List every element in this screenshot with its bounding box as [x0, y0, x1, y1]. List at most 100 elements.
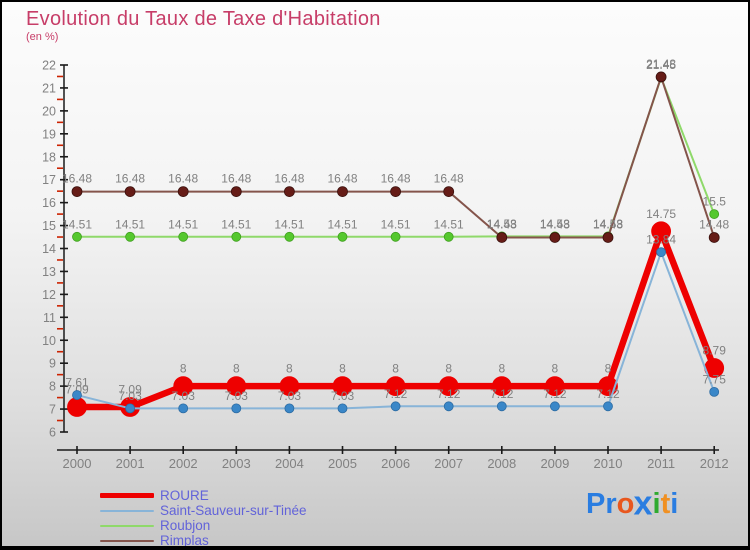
- data-label-saint-sauveur-sur-tin-e: 7.61: [65, 376, 89, 390]
- svg-text:2000: 2000: [63, 456, 92, 471]
- data-label-saint-sauveur-sur-tin-e: 13.84: [646, 233, 676, 247]
- data-label-roubjon: 14.53: [593, 217, 623, 231]
- data-point-rimplas: [496, 232, 508, 243]
- series-roure: [67, 221, 725, 417]
- data-label-roubjon: 15.5: [703, 195, 727, 209]
- data-point-rimplas: [655, 71, 667, 83]
- series-saint-sauveur-sur-tin-e: [72, 247, 720, 414]
- data-point-roure: [279, 376, 300, 397]
- data-point-rimplas: [443, 186, 455, 198]
- data-point-roubjon: [231, 231, 242, 242]
- legend-item-roubjon: Roubjon: [100, 518, 307, 533]
- svg-text:2004: 2004: [275, 456, 304, 471]
- data-label-saint-sauveur-sur-tin-e: 7.75: [703, 372, 727, 386]
- data-label-rimplas: 14.48: [699, 217, 729, 231]
- logo-letter: P: [586, 488, 606, 520]
- data-point-saint-sauveur-sur-tin-e: [284, 403, 295, 414]
- legend-label: Roubjon: [160, 517, 211, 533]
- data-point-roubjon: [443, 231, 454, 242]
- data-label-roure: 8: [445, 362, 452, 376]
- data-label-rimplas: 14.48: [487, 217, 517, 231]
- data-label-roure: 7.09: [118, 382, 142, 396]
- page-title: Evolution du Taux de Taxe d'Habitation: [26, 8, 381, 30]
- data-label-roure: 8: [605, 362, 612, 376]
- data-label-rimplas: 16.48: [381, 172, 411, 186]
- data-label-rimplas: 14.48: [540, 217, 570, 231]
- legend-swatch-saint-sauveur-sur-tinee: [100, 509, 154, 512]
- data-label-saint-sauveur-sur-tin-e: 7.03: [331, 389, 355, 403]
- data-label-roubjon: 14.51: [434, 217, 464, 231]
- svg-text:2012: 2012: [700, 456, 729, 471]
- data-point-rimplas: [283, 186, 295, 198]
- series-rimplas: [71, 71, 720, 243]
- data-label-saint-sauveur-sur-tin-e: 7.03: [225, 389, 249, 403]
- data-point-saint-sauveur-sur-tin-e: [603, 401, 613, 412]
- page-subtitle: (en %): [26, 31, 59, 43]
- data-label-roubjon: 14.51: [168, 217, 198, 231]
- logo-letter: r: [605, 488, 617, 520]
- data-point-saint-sauveur-sur-tin-e: [656, 247, 666, 258]
- data-point-roure: [491, 376, 512, 397]
- legend-swatch-roubjon: [100, 524, 154, 527]
- series-labels-roure: 7.09 7.09 8 8 8 8 8 8 8 8 8 14.75 8.79: [65, 207, 726, 397]
- data-label-roubjon: 14.51: [115, 217, 145, 231]
- data-point-roure: [545, 376, 565, 397]
- svg-text:2009: 2009: [540, 456, 569, 471]
- svg-text:19: 19: [42, 127, 56, 141]
- data-point-saint-sauveur-sur-tin-e: [390, 401, 401, 412]
- data-label-saint-sauveur-sur-tin-e: 7.03: [118, 389, 142, 403]
- svg-text:2001: 2001: [116, 456, 145, 471]
- series-labels-rimplas: 16.48 16.48 16.48 16.48 16.48 16.48 16.48 16.48…: [62, 57, 730, 232]
- data-point-rimplas: [602, 232, 614, 243]
- data-point-roubjon: [709, 209, 720, 219]
- data-point-roure: [332, 376, 353, 397]
- data-point-roubjon: [178, 231, 189, 242]
- data-label-roubjon: 14.51: [274, 217, 304, 231]
- svg-text:15: 15: [42, 219, 56, 233]
- data-label-saint-sauveur-sur-tin-e: 7.12: [384, 387, 408, 401]
- data-point-saint-sauveur-sur-tin-e: [496, 401, 507, 412]
- legend-label: ROURE: [160, 487, 209, 503]
- series-labels-saint-sauveur-sur-tin-e: 7.61 7.03 7.03 7.03 7.03 7.03 7.12 7.12 7.12 7.12…: [65, 233, 726, 403]
- svg-text:2003: 2003: [222, 456, 251, 471]
- data-label-roubjon: 14.51: [381, 217, 411, 231]
- svg-text:13: 13: [42, 265, 56, 279]
- data-point-saint-sauveur-sur-tin-e: [178, 403, 189, 414]
- data-label-roure: 8: [498, 362, 505, 376]
- legend-label: Rimplas: [160, 532, 209, 548]
- data-point-rimplas: [708, 232, 720, 243]
- legend-label: Saint-Sauveur-sur-Tinée: [160, 502, 307, 518]
- proxiti-logo: Proxiti: [586, 485, 678, 523]
- data-label-roure: 8: [392, 362, 399, 376]
- data-label-saint-sauveur-sur-tin-e: 7.12: [543, 387, 567, 401]
- legend-swatch-roure: [100, 493, 154, 498]
- data-label-roubjon: 14.53: [540, 217, 570, 231]
- data-label-rimplas: 14.48: [593, 217, 623, 231]
- svg-text:11: 11: [43, 311, 56, 325]
- data-point-rimplas: [124, 186, 136, 198]
- svg-text:17: 17: [42, 173, 56, 187]
- svg-text:21: 21: [42, 81, 56, 95]
- data-label-saint-sauveur-sur-tin-e: 7.03: [278, 389, 302, 403]
- data-label-roubjon: 14.51: [327, 217, 357, 231]
- svg-text:9: 9: [49, 357, 56, 371]
- data-point-roure: [173, 376, 194, 397]
- data-point-saint-sauveur-sur-tin-e: [337, 403, 348, 414]
- svg-text:6: 6: [49, 426, 56, 440]
- data-point-rimplas: [71, 186, 83, 198]
- data-label-roure: 8.79: [703, 344, 727, 358]
- svg-text:18: 18: [42, 150, 56, 164]
- legend: ROURE Saint-Sauveur-sur-Tinée Roubjon Ri…: [100, 487, 307, 548]
- data-label-saint-sauveur-sur-tin-e: 7.12: [596, 387, 620, 401]
- data-label-roure: 8: [233, 362, 240, 376]
- data-label-saint-sauveur-sur-tin-e: 7.12: [437, 387, 461, 401]
- svg-text:22: 22: [42, 59, 56, 73]
- data-label-rimplas: 16.48: [62, 172, 92, 186]
- data-point-rimplas: [230, 186, 242, 198]
- data-point-roubjon: [284, 231, 295, 242]
- data-point-rimplas: [337, 186, 348, 198]
- data-point-roubjon: [72, 231, 82, 242]
- svg-text:2002: 2002: [169, 456, 198, 471]
- svg-text:2008: 2008: [487, 456, 516, 471]
- series-labels-roubjon: 14.51 14.51 14.51 14.51 14.51 14.51 14.51 14.51…: [62, 58, 726, 231]
